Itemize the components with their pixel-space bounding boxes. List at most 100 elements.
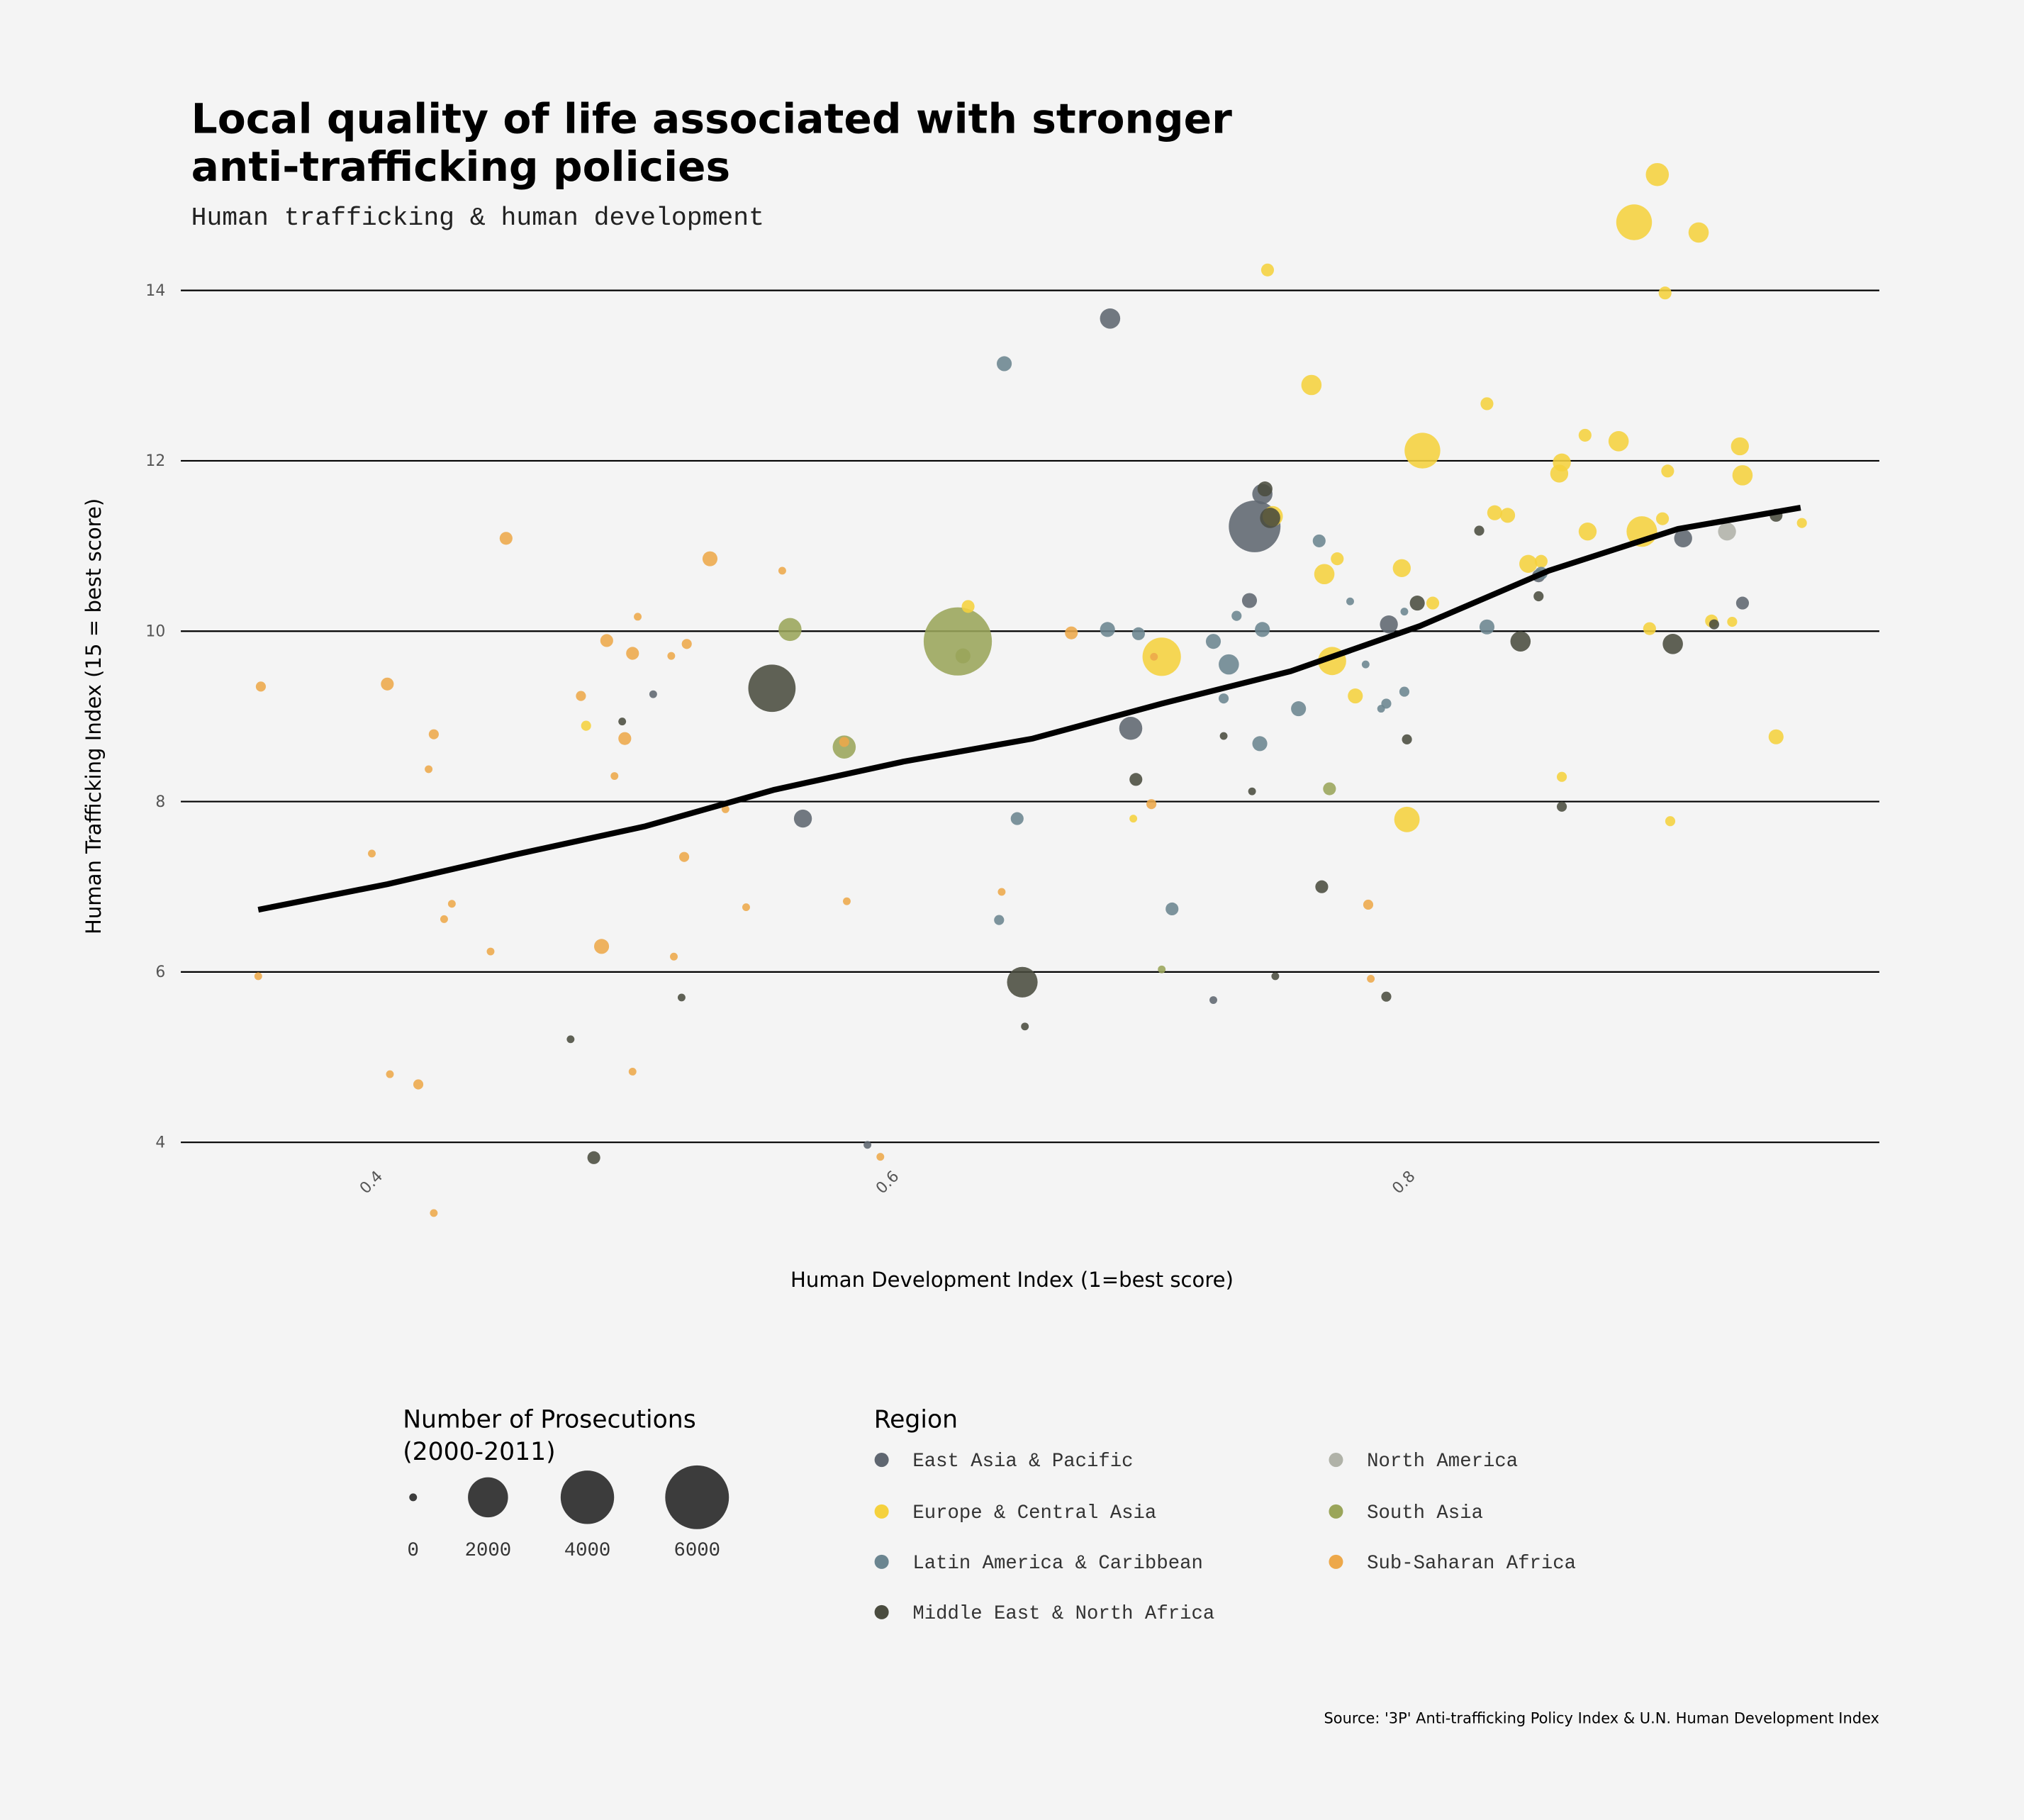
data-point-middle-east-north-africa: [1474, 525, 1485, 536]
data-point-middle-east-north-africa: [1271, 972, 1280, 981]
data-point-middle-east-north-africa: [1248, 787, 1256, 795]
legend-item: North America: [1329, 1451, 1518, 1473]
data-point-europe-central-asia: [1534, 554, 1548, 568]
data-point-latin-america-caribbean: [1255, 622, 1270, 637]
legend-swatch: [1329, 1554, 1343, 1569]
data-point-europe-central-asia: [1487, 505, 1502, 520]
y-tick-label: 6: [155, 964, 165, 981]
chart-subtitle: Human trafficking & human development: [191, 203, 764, 233]
data-point-latin-america-caribbean: [1131, 627, 1145, 640]
data-point-europe-central-asia: [1550, 464, 1569, 483]
data-point-sub-saharan-africa: [742, 903, 750, 912]
data-point-europe-central-asia: [1688, 222, 1709, 243]
data-point-south-asia: [955, 648, 971, 664]
data-point-middle-east-north-africa: [1129, 773, 1143, 786]
size-legend-label: 4000: [564, 1540, 611, 1562]
data-point-europe-central-asia: [1314, 564, 1335, 585]
data-point-sub-saharan-africa: [381, 677, 394, 691]
data-point-sub-saharan-africa: [386, 1070, 394, 1078]
data-point-europe-central-asia: [1665, 816, 1676, 827]
data-point-sub-saharan-africa: [626, 647, 639, 660]
data-point-south-asia: [1323, 782, 1336, 795]
data-point-sub-saharan-africa: [667, 652, 676, 660]
data-point-latin-america-caribbean: [1252, 736, 1268, 752]
data-point-europe-central-asia: [1661, 464, 1674, 478]
data-point-sub-saharan-africa: [618, 732, 632, 745]
data-point-europe-central-asia: [1645, 162, 1670, 186]
legend-item: Latin America & Caribbean: [874, 1553, 1203, 1575]
data-point-middle-east-north-africa: [587, 1151, 600, 1164]
data-point-south-asia: [778, 618, 802, 642]
data-point-east-asia-pacific: [1209, 996, 1217, 1005]
data-point-middle-east-north-africa: [1709, 619, 1719, 630]
data-point-middle-east-north-africa: [1257, 481, 1273, 497]
legend-item: Middle East & North Africa: [874, 1603, 1214, 1625]
data-point-europe-central-asia: [1142, 637, 1181, 676]
data-point-sub-saharan-africa: [997, 888, 1006, 896]
legend-label: Middle East & North Africa: [912, 1603, 1214, 1625]
y-tick-label: 14: [145, 282, 165, 300]
chart-title-line2: anti-trafficking policies: [191, 143, 731, 191]
data-point-sub-saharan-africa: [628, 1068, 637, 1076]
chart-title-line1: Local quality of life associated with st…: [191, 95, 1233, 143]
data-point-sub-saharan-africa: [681, 639, 692, 649]
size-legend-circle: [409, 1493, 418, 1502]
data-point-sub-saharan-africa: [876, 1153, 885, 1161]
data-point-latin-america-caribbean: [997, 356, 1012, 372]
data-point-sub-saharan-africa: [679, 852, 690, 862]
data-point-south-asia: [1158, 965, 1166, 973]
legend-swatch: [1329, 1453, 1343, 1468]
data-point-europe-central-asia: [1129, 815, 1138, 823]
legend-item: Sub-Saharan Africa: [1329, 1553, 1576, 1575]
data-point-sub-saharan-africa: [486, 947, 495, 956]
data-point-sub-saharan-africa: [430, 1209, 438, 1217]
data-point-sub-saharan-africa: [634, 613, 642, 621]
data-point-middle-east-north-africa: [618, 718, 627, 726]
data-point-middle-east-north-africa: [1007, 966, 1038, 998]
data-point-middle-east-north-africa: [1402, 734, 1412, 744]
trend-line: [257, 504, 1801, 913]
data-point-latin-america-caribbean: [1479, 619, 1495, 635]
data-point-europe-central-asia: [1732, 465, 1753, 486]
data-point-east-asia-pacific: [649, 690, 657, 698]
data-point-east-asia-pacific: [1674, 529, 1692, 547]
data-point-latin-america-caribbean: [1346, 597, 1354, 605]
data-point-europe-central-asia: [1731, 437, 1749, 456]
data-point-europe-central-asia: [1655, 512, 1670, 525]
data-point-sub-saharan-africa: [1363, 899, 1374, 910]
data-point-latin-america-caribbean: [1400, 608, 1409, 616]
data-point-europe-central-asia: [1260, 263, 1275, 277]
data-point-sub-saharan-africa: [721, 805, 729, 813]
data-point-europe-central-asia: [1426, 596, 1440, 610]
legend-label: South Asia: [1367, 1502, 1483, 1524]
data-point-middle-east-north-africa: [1315, 880, 1329, 893]
data-point-middle-east-north-africa: [748, 664, 796, 713]
data-point-europe-central-asia: [1500, 508, 1516, 523]
legend-label: North America: [1367, 1451, 1518, 1473]
data-point-middle-east-north-africa: [1533, 591, 1544, 602]
data-point-latin-america-caribbean: [1377, 705, 1385, 713]
legend-swatch: [874, 1453, 889, 1468]
data-point-middle-east-north-africa: [1260, 508, 1280, 528]
data-point-europe-central-asia: [961, 600, 975, 613]
y-tick-label: 4: [155, 1134, 165, 1151]
legend-label: Latin America & Caribbean: [912, 1553, 1203, 1575]
data-point-latin-america-caribbean: [994, 915, 1005, 925]
data-point-europe-central-asia: [1348, 688, 1363, 704]
data-point-east-asia-pacific: [1119, 716, 1143, 740]
data-point-south-asia: [923, 607, 993, 676]
data-point-latin-america-caribbean: [1218, 693, 1229, 704]
data-point-latin-america-caribbean: [1205, 634, 1221, 649]
data-point-middle-east-north-africa: [677, 993, 686, 1002]
data-point-sub-saharan-africa: [1065, 626, 1078, 640]
size-legend-circle: [665, 1465, 729, 1529]
data-point-sub-saharan-africa: [425, 765, 433, 774]
data-point-middle-east-north-africa: [1662, 633, 1683, 654]
legend-label: East Asia & Pacific: [912, 1451, 1133, 1473]
region-legend-title: Region: [874, 1406, 958, 1434]
data-point-sub-saharan-africa: [600, 634, 613, 647]
data-point-europe-central-asia: [1392, 559, 1411, 578]
y-tick-label: 8: [155, 793, 165, 811]
